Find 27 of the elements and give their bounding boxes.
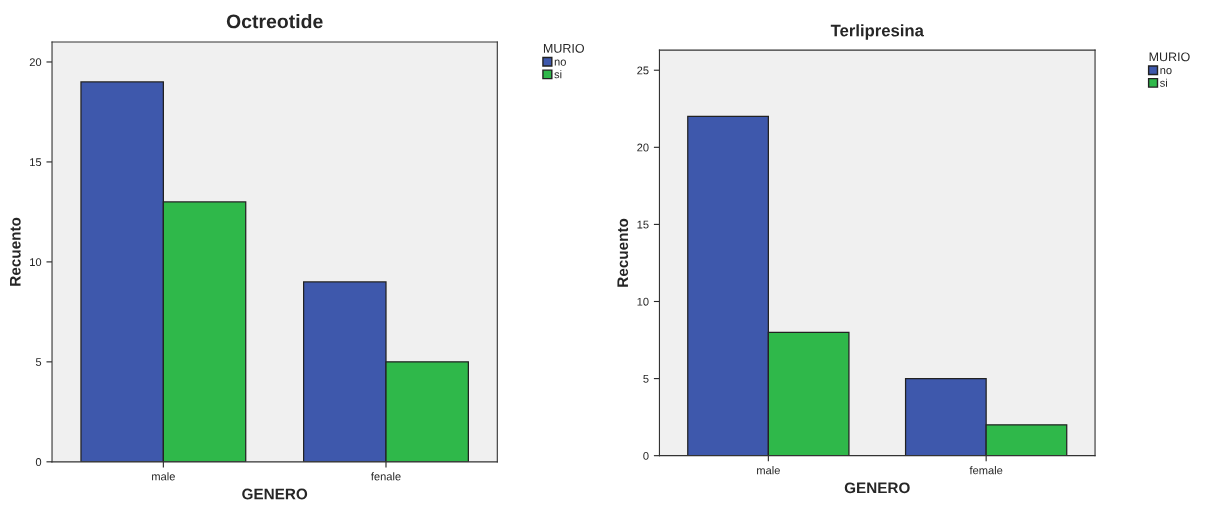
legend-label: si (1160, 78, 1167, 87)
legend-title: MURIO (1149, 52, 1190, 62)
x-tick-label: fenale (371, 472, 401, 481)
chart-title: Terlipresina (830, 24, 924, 40)
y-axis-title: Recuento (617, 218, 629, 287)
y-tick-label: 15 (637, 220, 649, 229)
y-tick-label: 25 (637, 66, 649, 75)
y-tick-label: 20 (637, 143, 649, 152)
y-tick-label: 10 (30, 258, 42, 267)
y-tick-label: 5 (643, 374, 649, 383)
chart-title: Octreotide (226, 14, 323, 29)
y-tick-label: 10 (637, 297, 649, 306)
legend-label: si (554, 70, 562, 79)
y-tick-label: 15 (30, 158, 42, 167)
y-tick-label: 20 (29, 58, 42, 67)
legend-title: MURIO (543, 43, 584, 53)
legend-label: no (1160, 68, 1172, 75)
y-tick-label: 5 (35, 358, 42, 366)
y-tick-label: 0 (643, 451, 649, 460)
x-tick-label: male (757, 466, 780, 475)
y-tick-label: 0 (35, 458, 42, 466)
y-axis-title: Recuento (10, 217, 21, 286)
x-tick-label: male (152, 472, 175, 481)
x-axis-title: GENERO (242, 488, 308, 500)
x-axis-title: GENERO (844, 482, 910, 494)
x-tick-label: female (969, 466, 1003, 475)
legend-label: no (554, 59, 566, 66)
